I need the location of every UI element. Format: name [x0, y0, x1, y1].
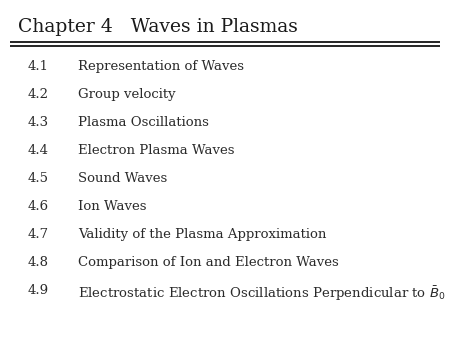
Text: 4.8: 4.8 [28, 256, 49, 269]
Text: 4.9: 4.9 [28, 284, 49, 297]
Text: Electron Plasma Waves: Electron Plasma Waves [78, 144, 234, 157]
Text: Plasma Oscillations: Plasma Oscillations [78, 116, 209, 129]
Text: 4.1: 4.1 [28, 60, 49, 73]
Text: Electrostatic Electron Oscillations Perpendicular to $\bar{B}_0$: Electrostatic Electron Oscillations Perp… [78, 284, 446, 303]
Text: 4.7: 4.7 [28, 228, 49, 241]
Text: Group velocity: Group velocity [78, 88, 176, 101]
Text: 4.4: 4.4 [28, 144, 49, 157]
Text: 4.5: 4.5 [28, 172, 49, 185]
Text: Validity of the Plasma Approximation: Validity of the Plasma Approximation [78, 228, 326, 241]
Text: 4.2: 4.2 [28, 88, 49, 101]
Text: Representation of Waves: Representation of Waves [78, 60, 244, 73]
Text: Sound Waves: Sound Waves [78, 172, 167, 185]
Text: Comparison of Ion and Electron Waves: Comparison of Ion and Electron Waves [78, 256, 339, 269]
Text: Chapter 4   Waves in Plasmas: Chapter 4 Waves in Plasmas [18, 18, 298, 36]
Text: 4.3: 4.3 [28, 116, 49, 129]
Text: Ion Waves: Ion Waves [78, 200, 147, 213]
Text: 4.6: 4.6 [28, 200, 49, 213]
